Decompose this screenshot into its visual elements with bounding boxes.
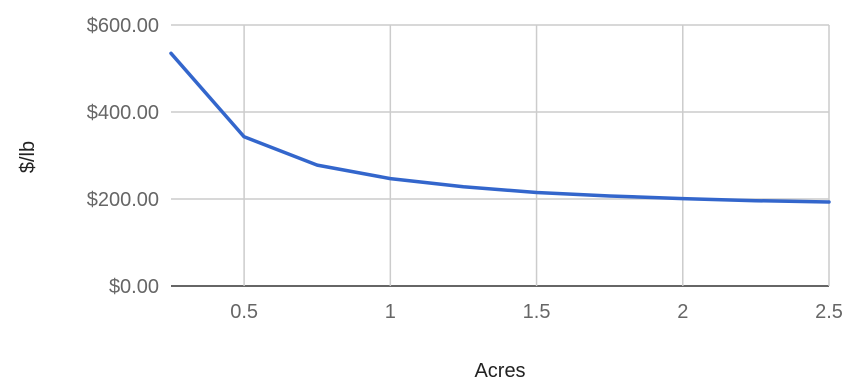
- x-tick-label: 1: [385, 301, 396, 323]
- y-tick-label: $400.00: [87, 102, 159, 124]
- y-tick-label: $0.00: [109, 276, 159, 298]
- x-tick-label: 0.5: [230, 301, 258, 323]
- series-line: [169, 51, 831, 204]
- x-tick-label: 2.5: [815, 301, 843, 323]
- x-tick-label: 2: [677, 301, 688, 323]
- x-tick-label: 1.5: [523, 301, 551, 323]
- y-tick-label: $600.00: [87, 15, 159, 37]
- grid: [171, 24, 830, 287]
- x-axis-title: Acres: [474, 360, 525, 379]
- x-axis-ticks: 0.5 1 1.5 2 2.5: [230, 301, 843, 323]
- y-axis-ticks: $0.00 $200.00 $400.00 $600.00: [87, 15, 159, 298]
- series-layer: [169, 51, 831, 204]
- y-axis-title: $/lb: [17, 141, 39, 173]
- y-tick-label: $200.00: [87, 189, 159, 211]
